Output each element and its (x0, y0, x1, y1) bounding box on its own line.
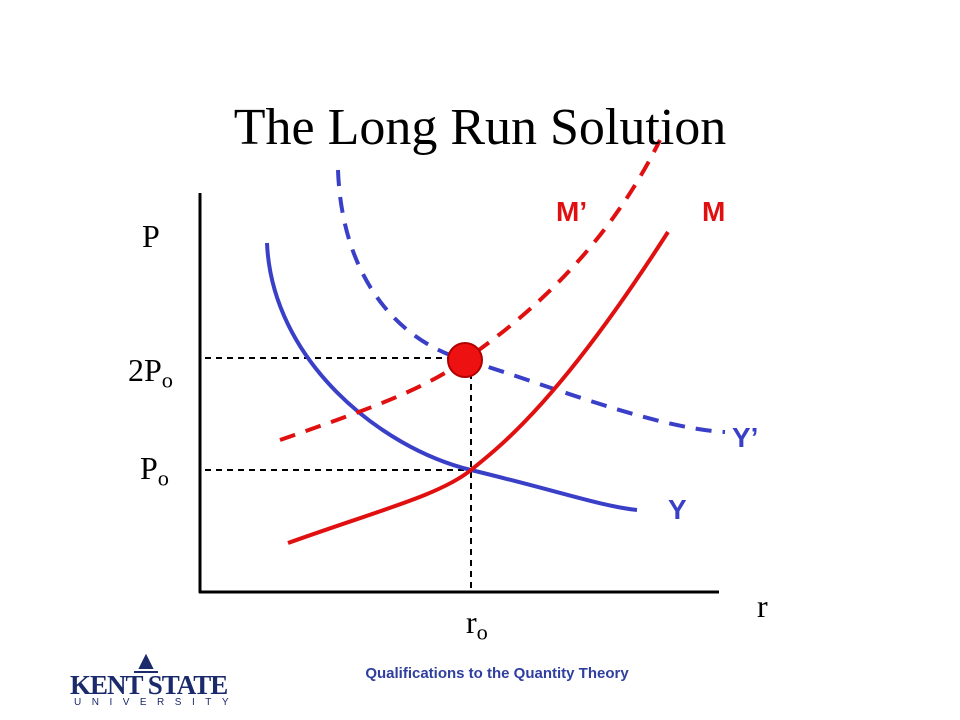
curve-label: Y’ (732, 422, 759, 453)
curve-y (265, 242, 638, 512)
tick-base: r (466, 604, 477, 640)
tick-label: ro (466, 606, 488, 644)
title: The Long Run Solution (233, 99, 727, 156)
tick-label: 2Po (128, 354, 173, 392)
tick-base: P (140, 450, 158, 486)
tick-sub: o (157, 465, 169, 491)
tick-label: Po (140, 452, 169, 490)
logo-mark (134, 653, 158, 673)
footer: Qualifications to the Quantity Theory (365, 665, 629, 682)
x-axis-label: r (757, 588, 768, 624)
equilibrium-point (447, 342, 483, 378)
logo-name: KENT STATE (70, 670, 228, 700)
y-axis-label: P (142, 218, 160, 254)
curve-label: Y (668, 494, 687, 525)
logo-sub: UNIVERSITY (74, 697, 240, 708)
tick-sub: o (476, 619, 488, 645)
tick-base: 2P (128, 352, 162, 388)
curve-y-prime (336, 169, 726, 434)
curve-label: M’ (556, 196, 588, 227)
curve-label: M (702, 196, 726, 227)
curve-m-prime (279, 139, 662, 442)
tick-sub: o (161, 367, 173, 393)
curve-m (287, 230, 670, 545)
